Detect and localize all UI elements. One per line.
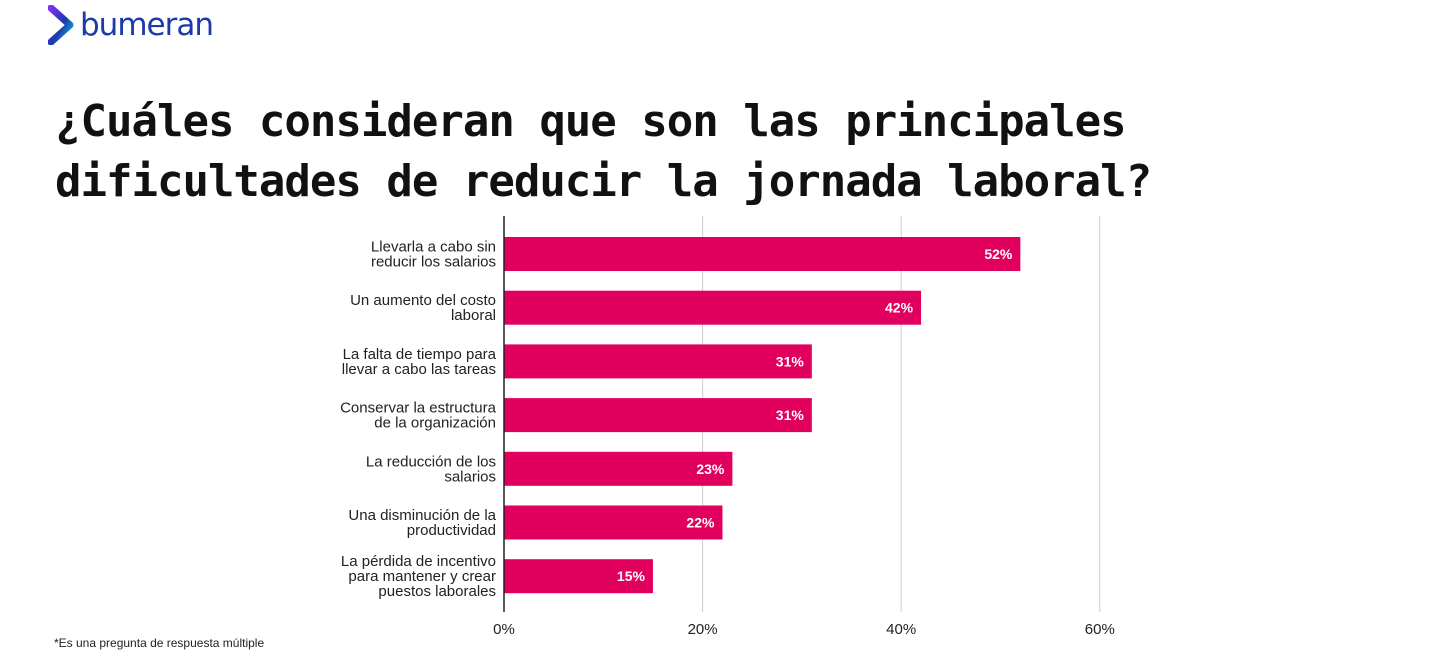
category-label-line: de la organización — [374, 415, 496, 432]
data-label: 31% — [776, 353, 805, 369]
category-label: Conservar la estructura de la organizació… — [340, 400, 497, 432]
x-tick-label: 40% — [886, 621, 916, 638]
data-label: 22% — [686, 515, 715, 531]
x-tick-label: 20% — [688, 621, 718, 638]
category-label: Un aumento del costo laboral — [350, 292, 496, 324]
bar — [504, 398, 812, 433]
category-label-line: reducir los salarios — [371, 254, 496, 271]
category-label-line: Un aumento del costo — [350, 292, 496, 309]
category-label-line: llevar a cabo las tareas — [342, 361, 496, 378]
category-label: Llevarla a cabo sin reducir los salarios — [371, 239, 496, 271]
category-label-line: Llevarla a cabo sin — [371, 239, 496, 256]
data-label: 15% — [617, 568, 646, 584]
category-label-line: productividad — [407, 522, 496, 539]
category-label-line: Una disminución de la — [348, 507, 496, 524]
category-label-line: para mantener y crear — [348, 568, 496, 585]
category-label: Una disminución de la productividad — [348, 507, 496, 539]
brand-name: bumeran — [80, 6, 214, 43]
data-label: 42% — [885, 300, 914, 316]
bar — [504, 559, 653, 594]
category-label-line: Conservar la estructura — [340, 400, 497, 417]
category-label-line: salarios — [444, 468, 496, 485]
data-label: 52% — [984, 246, 1013, 262]
x-tick-label: 60% — [1085, 621, 1115, 638]
x-tick-label: 0% — [493, 621, 515, 638]
bar — [504, 344, 812, 379]
category-label-line: La reducción de los — [366, 453, 496, 470]
data-label: 23% — [696, 461, 725, 477]
bar — [504, 290, 922, 325]
category-label: La reducción de los salarios — [366, 453, 496, 485]
category-label-line: puestos laborales — [378, 583, 496, 600]
category-label: La falta de tiempo para llevar a cabo las… — [342, 346, 497, 378]
category-label-line: laboral — [451, 307, 496, 324]
data-label: 31% — [776, 407, 805, 423]
chart-title: ¿Cuáles consideran que son las principal… — [55, 96, 1152, 207]
category-label-line: La falta de tiempo para — [343, 346, 497, 363]
category-label: La pérdida de incentivo para mantener y c… — [341, 553, 496, 600]
bar — [504, 237, 1021, 271]
category-label-line: La pérdida de incentivo — [341, 553, 496, 570]
bar — [504, 505, 723, 540]
bar — [504, 451, 733, 486]
footnote: *Es una pregunta de respuesta múltiple — [54, 636, 265, 650]
brand-logo: bumeran — [48, 5, 214, 45]
bumeran-chevron-icon — [48, 5, 74, 45]
